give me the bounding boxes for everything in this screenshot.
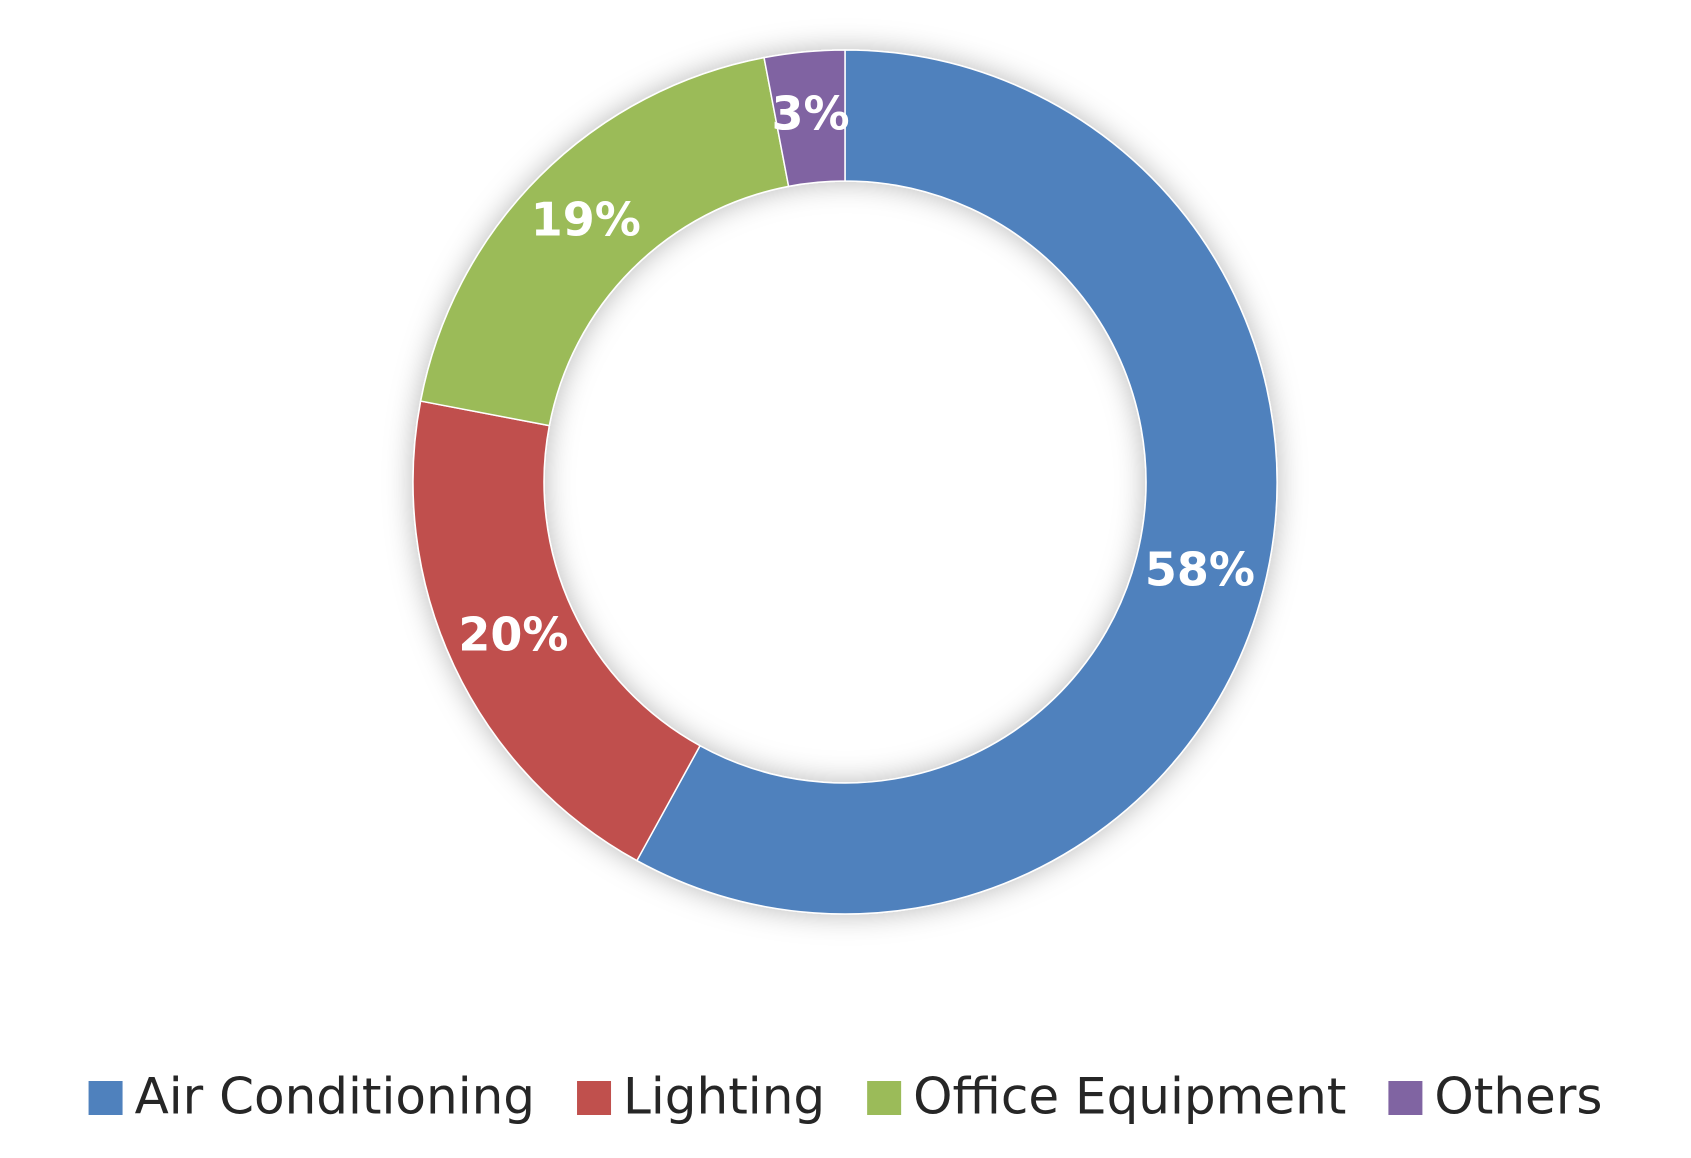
value-label: 20% — [458, 608, 568, 662]
value-label: 58% — [1145, 543, 1255, 597]
value-label: 3% — [771, 87, 849, 141]
legend: Air Conditioning Lighting Office Equipment… — [88, 1068, 1602, 1126]
donut-slice — [412, 400, 702, 862]
legend-swatch — [1388, 1081, 1423, 1115]
legend-text: Lighting — [623, 1068, 825, 1126]
legend-swatch — [88, 1081, 123, 1115]
donut-slice — [635, 49, 1278, 915]
legend-swatch — [577, 1081, 612, 1115]
data-labels: 58% 20% 19% 3% — [458, 87, 1255, 662]
legend-swatch — [867, 1081, 902, 1115]
donut — [412, 49, 1278, 915]
donut-slice — [419, 56, 790, 427]
legend-text: Office Equipment — [913, 1068, 1346, 1126]
value-label: 19% — [531, 192, 641, 246]
legend-text: Others — [1434, 1068, 1602, 1126]
legend-text: Air Conditioning — [135, 1068, 535, 1126]
donut-slice — [763, 49, 846, 188]
